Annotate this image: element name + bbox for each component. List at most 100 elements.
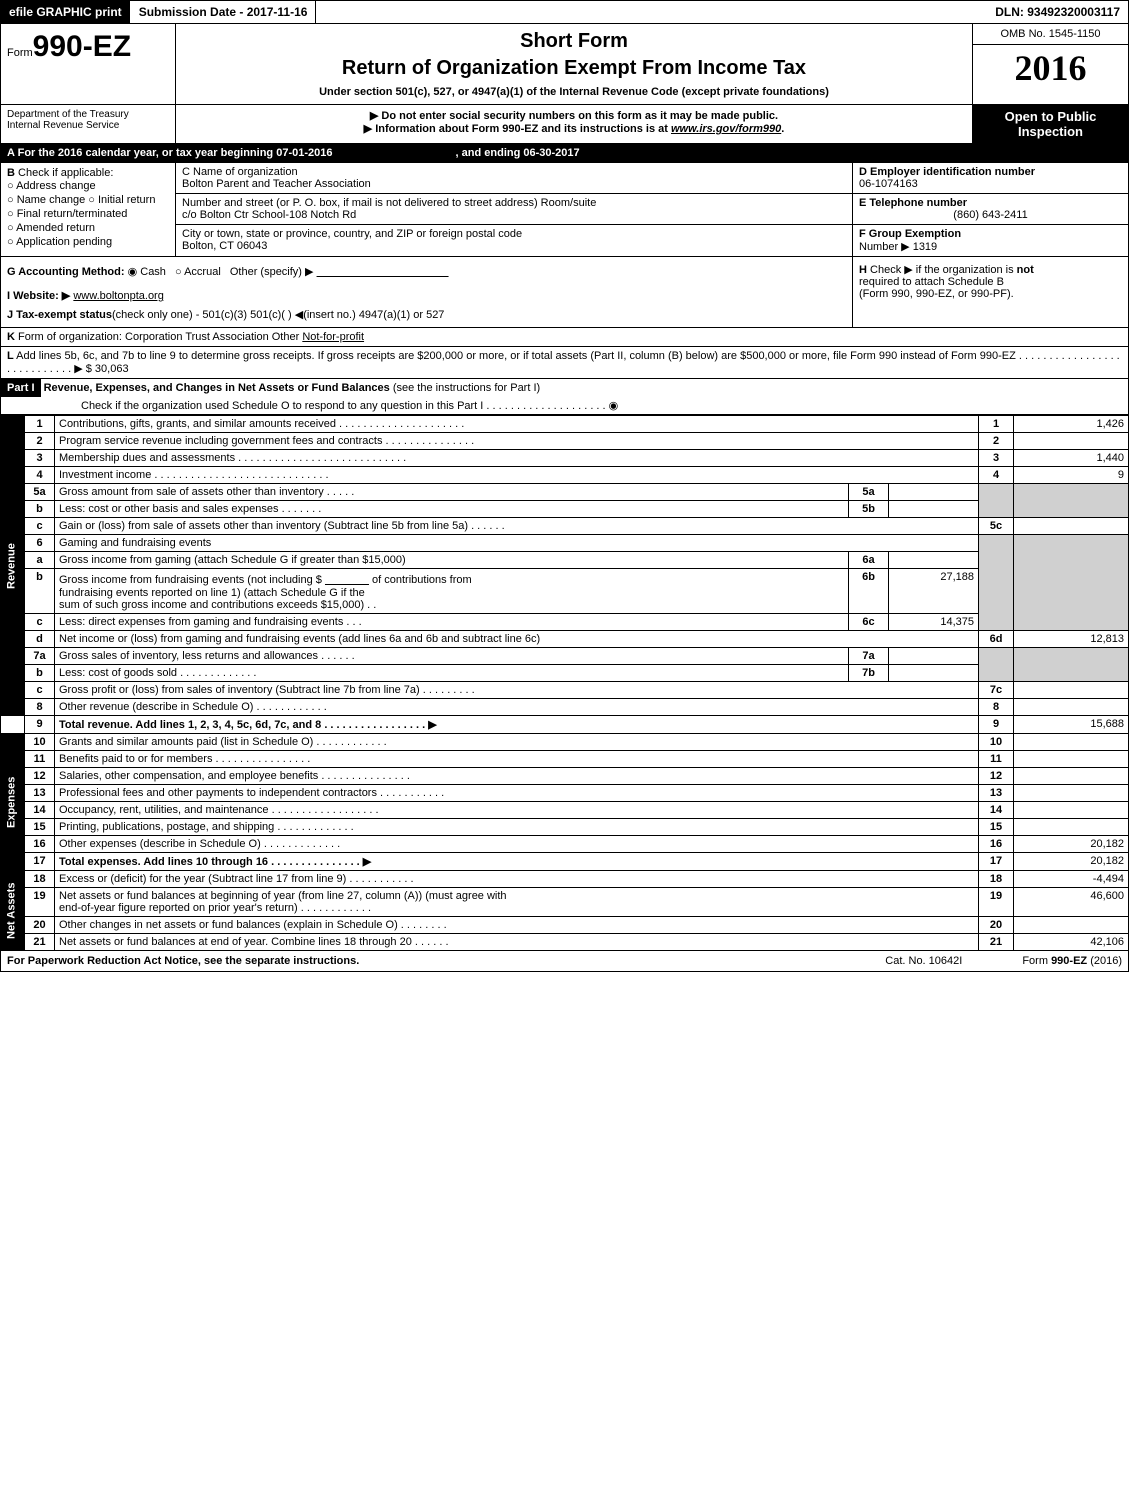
f-label: F Group Exemption — [859, 228, 961, 240]
i-website[interactable]: www.boltonpta.org — [73, 290, 164, 302]
line-7b-desc: Less: cost of goods sold . . . . . . . .… — [55, 665, 849, 682]
line-7a-num: 7a — [25, 648, 55, 665]
line-15-num: 15 — [25, 819, 55, 836]
row-k: K Form of organization: Corporation Trus… — [0, 328, 1129, 347]
line-6b-subval: 27,188 — [889, 569, 979, 614]
j-label: J Tax-exempt status — [7, 309, 112, 321]
line-5b-subnum: 5b — [849, 501, 889, 518]
line-17-desc: Total expenses. Add lines 10 through 16 … — [55, 853, 979, 871]
line-6d-num: d — [25, 631, 55, 648]
chk-cash[interactable]: Cash — [128, 265, 166, 278]
chk-initial-return[interactable]: Initial return — [88, 194, 155, 206]
line-6d-totnum: 6d — [979, 631, 1014, 648]
f-number: Number ▶ 1319 — [859, 240, 1122, 253]
form-rev: Form 990-EZ (2016) — [1022, 955, 1122, 967]
row-a-label: A — [7, 147, 15, 159]
line-6a-desc: Gross income from gaming (attach Schedul… — [55, 552, 849, 569]
line-5b-subval — [889, 501, 979, 518]
chk-amended-return[interactable]: Amended return — [7, 222, 95, 234]
line-14-desc: Occupancy, rent, utilities, and maintena… — [55, 802, 979, 819]
line-17-totnum: 17 — [979, 853, 1014, 871]
line-12-val — [1014, 768, 1129, 785]
k-label: K — [7, 331, 15, 343]
chk-name-change[interactable]: Name change — [7, 194, 85, 206]
part-1-title2: (see the instructions for Part I) — [393, 382, 540, 394]
line-4-num: 4 — [25, 467, 55, 484]
chk-accrual[interactable]: Accrual — [175, 266, 221, 278]
line-5a-num: 5a — [25, 484, 55, 501]
chk-final-return[interactable]: Final return/terminated — [7, 208, 127, 220]
line-19-totnum: 19 — [979, 888, 1014, 917]
line-5c-totnum: 5c — [979, 518, 1014, 535]
line-20-totnum: 20 — [979, 917, 1014, 934]
line-13-desc: Professional fees and other payments to … — [55, 785, 979, 802]
open-to-public-badge: Open to Public Inspection — [973, 105, 1128, 143]
c-street-val: c/o Bolton Ctr School-108 Notch Rd — [182, 209, 846, 221]
j-text: (check only one) - 501(c)(3) 501(c)( ) ◀… — [112, 309, 444, 321]
line-6a-subnum: 6a — [849, 552, 889, 569]
irs-link[interactable]: www.irs.gov/form990 — [671, 123, 781, 135]
line-14-num: 14 — [25, 802, 55, 819]
chk-application-pending[interactable]: Application pending — [7, 236, 112, 248]
line-3-totnum: 3 — [979, 450, 1014, 467]
row-a: A For the 2016 calendar year, or tax yea… — [0, 144, 1129, 163]
chk-schedule-o[interactable] — [609, 399, 619, 412]
h-text2: required to attach Schedule B — [859, 276, 1122, 288]
line-1-num: 1 — [25, 416, 55, 433]
line-13-totnum: 13 — [979, 785, 1014, 802]
line-1-desc: Contributions, gifts, grants, and simila… — [55, 416, 979, 433]
line-5c-num: c — [25, 518, 55, 535]
line-14-val — [1014, 802, 1129, 819]
h-not: not — [1017, 264, 1034, 276]
line-18-totnum: 18 — [979, 871, 1014, 888]
line-5a-subnum: 5a — [849, 484, 889, 501]
line-6a-num: a — [25, 552, 55, 569]
e-label: E Telephone number — [859, 197, 967, 209]
top-bar: efile GRAPHIC print Submission Date - 20… — [0, 0, 1129, 23]
line-6b-num: b — [25, 569, 55, 614]
line-16-totnum: 16 — [979, 836, 1014, 853]
netassets-side-label: Net Assets — [1, 871, 25, 951]
open-line-2: Inspection — [977, 124, 1124, 139]
line-8-val — [1014, 699, 1129, 716]
submission-date-label: Submission Date - 2017-11-16 — [131, 1, 317, 23]
efile-print-button[interactable]: efile GRAPHIC print — [1, 1, 131, 23]
g-other: Other (specify) ▶ — [230, 266, 449, 278]
under-section: Under section 501(c), 527, or 4947(a)(1)… — [186, 86, 962, 98]
line-19-num: 19 — [25, 888, 55, 917]
line-7a-subnum: 7a — [849, 648, 889, 665]
line-2-totnum: 2 — [979, 433, 1014, 450]
line-19-desc: Net assets or fund balances at beginning… — [55, 888, 979, 917]
paperwork-notice: For Paperwork Reduction Act Notice, see … — [7, 955, 359, 967]
line-6c-desc: Less: direct expenses from gaming and fu… — [55, 614, 849, 631]
line-9-desc: Total revenue. Add lines 1, 2, 3, 4, 5c,… — [55, 716, 979, 734]
short-form-title: Short Form — [186, 30, 962, 53]
line-2-num: 2 — [25, 433, 55, 450]
dept-line-1: Department of the Treasury — [7, 109, 169, 120]
line-7b-subnum: 7b — [849, 665, 889, 682]
line-6-num: 6 — [25, 535, 55, 552]
part-1-title: Revenue, Expenses, and Changes in Net As… — [44, 382, 393, 394]
line-3-num: 3 — [25, 450, 55, 467]
line-7a-desc: Gross sales of inventory, less returns a… — [55, 648, 849, 665]
line-17-val: 20,182 — [1014, 853, 1129, 871]
line-6a-subval — [889, 552, 979, 569]
info-cell: ▶ Do not enter social security numbers o… — [176, 105, 973, 143]
line-10-totnum: 10 — [979, 734, 1014, 751]
line-12-totnum: 12 — [979, 768, 1014, 785]
line-11-val — [1014, 751, 1129, 768]
spacer-9 — [1, 716, 25, 734]
chk-address-change[interactable]: Address change — [7, 180, 96, 192]
k-link[interactable]: Not-for-profit — [302, 331, 364, 343]
line-2-val — [1014, 433, 1129, 450]
col-b-check-if: Check if applicable: — [15, 167, 113, 179]
line-11-desc: Benefits paid to or for members . . . . … — [55, 751, 979, 768]
col-g-i-j: G Accounting Method: Cash Accrual Other … — [1, 257, 853, 327]
shade-6-val — [1014, 535, 1129, 631]
c-city-val: Bolton, CT 06043 — [182, 240, 846, 252]
line-4-val: 9 — [1014, 467, 1129, 484]
line-5b-num: b — [25, 501, 55, 518]
l-label: L — [7, 350, 14, 362]
line-7a-subval — [889, 648, 979, 665]
line-7c-val — [1014, 682, 1129, 699]
